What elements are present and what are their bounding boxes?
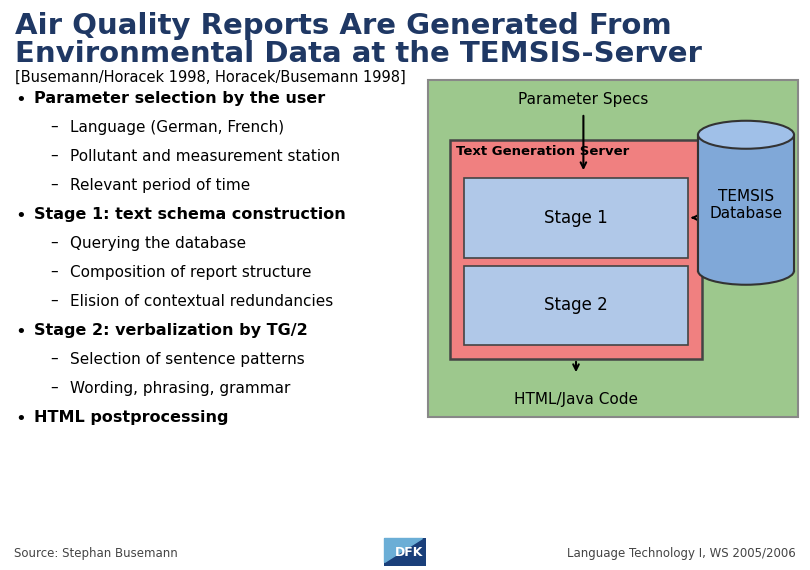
Text: –: – bbox=[50, 293, 58, 308]
FancyBboxPatch shape bbox=[428, 80, 798, 417]
Text: Stage 1: text schema construction: Stage 1: text schema construction bbox=[34, 207, 346, 222]
Text: HTML postprocessing: HTML postprocessing bbox=[34, 410, 228, 425]
Text: •: • bbox=[15, 207, 26, 225]
Text: Stage 2: verbalization by TG/2: Stage 2: verbalization by TG/2 bbox=[34, 323, 308, 338]
Text: Text Generation Server: Text Generation Server bbox=[456, 145, 629, 158]
Text: –: – bbox=[50, 235, 58, 250]
Text: –: – bbox=[50, 264, 58, 279]
Text: Wording, phrasing, grammar: Wording, phrasing, grammar bbox=[70, 381, 290, 396]
Text: –: – bbox=[50, 148, 58, 163]
Text: Querying the database: Querying the database bbox=[70, 236, 246, 251]
Text: •: • bbox=[15, 410, 26, 428]
FancyBboxPatch shape bbox=[450, 140, 702, 359]
Bar bbox=[699, 135, 793, 271]
Text: –: – bbox=[50, 351, 58, 366]
Text: Air Quality Reports Are Generated From: Air Quality Reports Are Generated From bbox=[15, 12, 671, 40]
Text: •: • bbox=[15, 323, 26, 341]
Text: Language Technology I, WS 2005/2006: Language Technology I, WS 2005/2006 bbox=[567, 547, 796, 560]
Text: Language (German, French): Language (German, French) bbox=[70, 120, 284, 135]
FancyBboxPatch shape bbox=[464, 178, 688, 258]
Text: –: – bbox=[50, 177, 58, 192]
Text: Source: Stephan Busemann: Source: Stephan Busemann bbox=[14, 547, 177, 560]
Text: DFK: DFK bbox=[394, 545, 423, 559]
Text: Stage 2: Stage 2 bbox=[544, 296, 608, 314]
Text: Parameter Specs: Parameter Specs bbox=[518, 92, 649, 107]
Text: Stage 1: Stage 1 bbox=[544, 209, 608, 227]
Text: Elision of contextual redundancies: Elision of contextual redundancies bbox=[70, 294, 333, 309]
Text: •: • bbox=[15, 91, 26, 109]
Ellipse shape bbox=[698, 256, 794, 285]
Text: TEMSIS
Database: TEMSIS Database bbox=[710, 189, 782, 221]
Text: Selection of sentence patterns: Selection of sentence patterns bbox=[70, 352, 305, 367]
Bar bbox=[698, 135, 794, 271]
Text: HTML/Java Code: HTML/Java Code bbox=[514, 392, 638, 407]
Polygon shape bbox=[384, 538, 422, 562]
Ellipse shape bbox=[698, 121, 794, 149]
Text: –: – bbox=[50, 119, 58, 134]
FancyBboxPatch shape bbox=[464, 266, 688, 345]
Text: Composition of report structure: Composition of report structure bbox=[70, 265, 312, 280]
Text: Environmental Data at the TEMSIS-Server: Environmental Data at the TEMSIS-Server bbox=[15, 40, 702, 68]
Text: Relevant period of time: Relevant period of time bbox=[70, 178, 250, 193]
Text: Parameter selection by the user: Parameter selection by the user bbox=[34, 91, 326, 106]
Text: [Busemann/Horacek 1998, Horacek/Busemann 1998]: [Busemann/Horacek 1998, Horacek/Busemann… bbox=[15, 70, 406, 85]
Text: –: – bbox=[50, 380, 58, 395]
Text: Pollutant and measurement station: Pollutant and measurement station bbox=[70, 149, 340, 164]
FancyBboxPatch shape bbox=[384, 538, 426, 566]
